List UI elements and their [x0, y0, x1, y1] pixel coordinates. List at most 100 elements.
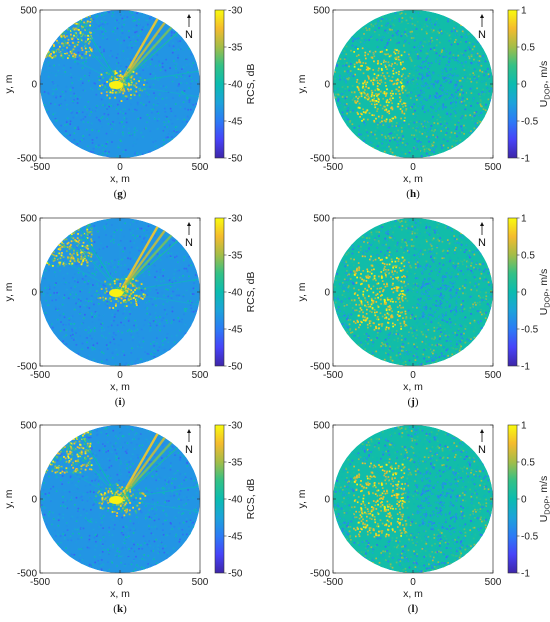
radar-disk — [333, 218, 493, 366]
panel-label: (l) — [408, 603, 419, 615]
panel-i: -500 0 500 500 0 -500 x, m y, m N -30 -35 -40 -45 -50… — [3, 214, 257, 409]
colorbar-tick-label: -1 — [521, 569, 530, 580]
colorbar-tick-label: -0.5 — [521, 325, 539, 336]
colorbar-tick-label: -0.5 — [521, 532, 539, 543]
y-tick-label: -500 — [310, 362, 330, 373]
north-label: N — [185, 237, 193, 249]
x-tick-label: 500 — [485, 577, 502, 588]
colorbar-tick-label: -50 — [228, 569, 243, 580]
y-tick-label: 0 — [31, 495, 37, 506]
y-tick-label: 500 — [20, 421, 37, 432]
x-tick-label: 0 — [410, 370, 416, 381]
colorbar — [214, 424, 225, 574]
y-tick-label: 0 — [31, 80, 37, 91]
colorbar — [507, 424, 518, 574]
colorbar-tick-label: -0.5 — [521, 117, 539, 128]
x-tick-label: -500 — [323, 577, 343, 588]
panel-label: (i) — [115, 396, 126, 408]
colorbar-tick-label: -1 — [521, 362, 530, 373]
colorbar-tick-label: 0.5 — [521, 43, 535, 54]
y-axis-label: y, m — [296, 489, 308, 508]
x-tick-label: 500 — [485, 370, 502, 381]
radar-disk — [40, 10, 200, 158]
y-tick-label: 0 — [324, 80, 330, 91]
x-axis-label: x, m — [110, 173, 130, 185]
y-tick-label: 0 — [31, 288, 37, 299]
colorbar-label: UDOP, m/s — [538, 476, 550, 523]
y-axis-label: y, m — [3, 282, 15, 301]
panel-label: (g) — [114, 188, 127, 200]
colorbar-label: UDOP, m/s — [538, 61, 550, 108]
x-tick-label: 500 — [192, 162, 209, 173]
radar-disk — [333, 425, 493, 573]
colorbar-tick-label: 1 — [521, 6, 527, 17]
x-tick-label: -500 — [30, 162, 50, 173]
panel-h: -500 0 500 500 0 -500 x, m y, m N 1 0.5 0 -0.5 -1 UDOP… — [296, 6, 550, 201]
colorbar-tick-label: -45 — [228, 532, 243, 543]
colorbar-tick-label: -35 — [228, 43, 243, 54]
north-label: N — [478, 237, 486, 249]
panel-l: -500 0 500 500 0 -500 x, m y, m N 1 0.5 0 -0.5 -1 UDOP… — [296, 421, 550, 616]
y-tick-label: 500 — [313, 214, 330, 225]
panel-g: -500 0 500 500 0 -500 x, m y, m N -30 -35 -40 -45 -50… — [3, 6, 257, 201]
x-axis-label: x, m — [403, 588, 423, 600]
y-tick-label: 500 — [20, 6, 37, 17]
x-tick-label: 0 — [410, 577, 416, 588]
colorbar — [214, 9, 225, 159]
y-tick-label: 500 — [313, 421, 330, 432]
x-tick-label: -500 — [323, 370, 343, 381]
colorbar-tick-label: 0.5 — [521, 251, 535, 262]
colorbar-tick-label: -50 — [228, 154, 243, 165]
colorbar-tick-label: -50 — [228, 362, 243, 373]
radar-disk — [40, 218, 200, 366]
x-axis-label: x, m — [110, 381, 130, 393]
x-tick-label: 0 — [117, 577, 123, 588]
panel-k: -500 0 500 500 0 -500 x, m y, m N -30 -35 -40 -45 -50… — [3, 421, 257, 616]
colorbar-tick-label: -1 — [521, 154, 530, 165]
y-tick-label: -500 — [17, 362, 37, 373]
colorbar — [214, 217, 225, 367]
colorbar-tick-label: -30 — [228, 214, 243, 225]
colorbar-tick-label: -40 — [228, 80, 243, 91]
colorbar-label: RCS, dB — [245, 272, 257, 313]
colorbar-tick-label: 1 — [521, 421, 527, 432]
panel-label: (k) — [113, 603, 127, 615]
colorbar-tick-label: -35 — [228, 458, 243, 469]
north-label: N — [478, 444, 486, 456]
y-tick-label: 500 — [20, 214, 37, 225]
x-tick-label: 500 — [192, 370, 209, 381]
x-tick-label: 0 — [117, 162, 123, 173]
y-tick-label: 0 — [324, 288, 330, 299]
y-tick-label: -500 — [17, 569, 37, 580]
colorbar-tick-label: -30 — [228, 6, 243, 17]
x-tick-label: 500 — [192, 577, 209, 588]
panel-label: (h) — [406, 188, 420, 200]
x-tick-label: -500 — [30, 370, 50, 381]
y-axis-label: y, m — [296, 282, 308, 301]
north-label: N — [478, 29, 486, 41]
x-axis-label: x, m — [403, 381, 423, 393]
y-axis-label: y, m — [3, 74, 15, 93]
x-axis-label: x, m — [110, 588, 130, 600]
colorbar — [507, 217, 518, 367]
y-tick-label: 0 — [324, 495, 330, 506]
panel-j: -500 0 500 500 0 -500 x, m y, m N 1 0.5 0 -0.5 -1 UDOP… — [296, 214, 550, 409]
north-label: N — [185, 29, 193, 41]
y-tick-label: 500 — [313, 6, 330, 17]
north-label: N — [185, 444, 193, 456]
colorbar-tick-label: -35 — [228, 251, 243, 262]
x-axis-label: x, m — [403, 173, 423, 185]
colorbar-tick-label: -30 — [228, 421, 243, 432]
x-tick-label: -500 — [323, 162, 343, 173]
x-tick-label: -500 — [30, 577, 50, 588]
radar-disk — [333, 10, 493, 158]
colorbar-label: RCS, dB — [245, 64, 257, 105]
y-tick-label: -500 — [310, 154, 330, 165]
y-tick-label: -500 — [310, 569, 330, 580]
colorbar-tick-label: -45 — [228, 325, 243, 336]
y-axis-label: y, m — [296, 74, 308, 93]
x-tick-label: 500 — [485, 162, 502, 173]
panel-label: (j) — [407, 396, 418, 408]
colorbar-label: UDOP, m/s — [538, 269, 550, 316]
